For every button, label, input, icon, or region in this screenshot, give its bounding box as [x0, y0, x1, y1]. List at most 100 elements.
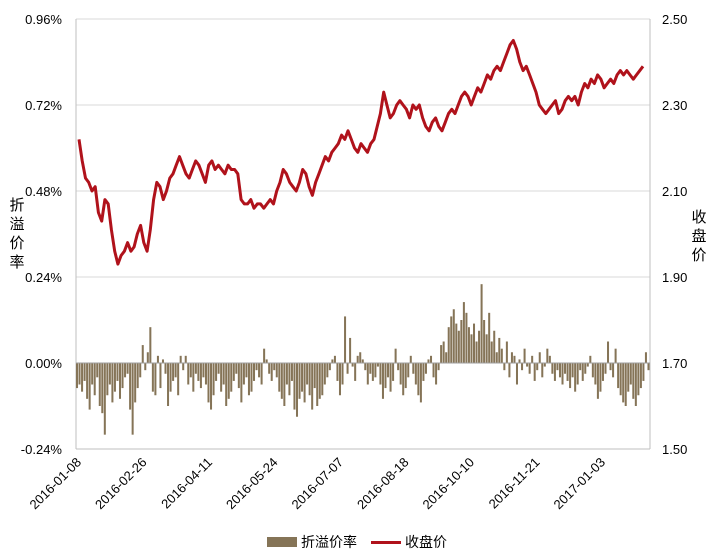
bar-premium [113, 363, 116, 392]
bar-premium [144, 363, 147, 371]
bar-premium [417, 363, 420, 396]
bar-premium [508, 363, 511, 378]
bar-premium [374, 363, 377, 378]
bar-premium [558, 363, 561, 378]
bar-premium [465, 312, 468, 363]
bar-premium [394, 348, 397, 363]
bar-premium [301, 363, 304, 392]
legend-item-premium: 折溢价率 [267, 532, 357, 552]
bar-premium [637, 363, 640, 396]
bar-premium [617, 363, 620, 389]
bar-premium [556, 363, 559, 371]
bar-premium [341, 363, 344, 385]
bar-premium [447, 327, 450, 363]
bar-premium [601, 363, 604, 381]
bar-premium [260, 363, 263, 385]
y-axis-right-title: 收盘价 [691, 208, 707, 264]
bar-premium [442, 341, 445, 363]
bar-premium [293, 363, 296, 410]
bar-premium [225, 363, 228, 406]
bar-premium [86, 363, 89, 399]
bar-premium [607, 341, 610, 363]
bar-premium [619, 363, 622, 396]
bar-premium [177, 363, 180, 396]
bar-premium [574, 363, 577, 392]
bar-premium [533, 363, 536, 381]
x-tick-label: 2016-01-08 [26, 455, 84, 513]
bar-premium [493, 330, 496, 363]
x-tick-label: 2016-05-24 [223, 455, 281, 513]
y-left-tick-label: 0.48% [25, 184, 62, 199]
bar-premium [321, 363, 324, 396]
bar-premium [546, 348, 549, 363]
bar-premium [169, 363, 172, 392]
bar-premium [632, 363, 635, 399]
bar-premium [515, 363, 518, 385]
bar-premium [591, 363, 594, 378]
bar-premium [644, 352, 647, 363]
bar-premium [445, 352, 448, 363]
bar-premium [331, 359, 334, 363]
bar-premium [478, 330, 481, 363]
bar-premium [298, 363, 301, 399]
bar-premium [589, 355, 592, 363]
bar-premium [354, 363, 357, 381]
bar-premium [523, 348, 526, 363]
bar-premium [462, 302, 465, 363]
line-close-price [77, 39, 645, 266]
bar-premium [313, 363, 316, 389]
bar-premium [106, 363, 109, 396]
bar-premium [285, 363, 288, 385]
bar-premium [564, 363, 567, 374]
bar-premium [258, 363, 261, 378]
bar-premium [361, 359, 364, 363]
y-axis-left-title: 折溢价率 [9, 196, 25, 271]
bar-premium [227, 363, 230, 399]
bar-premium [318, 363, 321, 399]
bar-premium [518, 359, 521, 363]
bar-premium [457, 330, 460, 363]
bar-premium [422, 363, 425, 381]
y-right-tick-label: 1.90 [662, 270, 687, 285]
bar-premium [247, 363, 250, 396]
bar-premium [419, 363, 422, 403]
bar-premium [242, 363, 245, 385]
bar-premium [387, 363, 390, 378]
bar-premium [159, 363, 162, 389]
bar-premium [202, 363, 205, 378]
bar-premium [490, 341, 493, 363]
x-tick-label: 2016-07-07 [288, 455, 346, 513]
y-left-tick-label: 0.72% [25, 98, 62, 113]
bar-premium [210, 363, 213, 410]
bar-premium [561, 363, 564, 385]
bar-premium [642, 363, 645, 381]
bar-premium [538, 352, 541, 363]
bar-premium [581, 363, 584, 381]
bar-premium [81, 363, 84, 392]
bar-premium [134, 363, 137, 403]
bar-premium [450, 316, 453, 363]
legend-label-premium: 折溢价率 [301, 535, 357, 551]
bar-premium [351, 363, 354, 367]
bar-premium [141, 345, 144, 363]
bar-premium [521, 363, 524, 371]
bar-premium [253, 363, 256, 381]
bar-premium [91, 363, 94, 385]
bar-premium [432, 363, 435, 378]
bar-premium [179, 355, 182, 363]
bar-premium [232, 363, 235, 381]
y-right-tick-label: 2.50 [662, 12, 687, 27]
bar-premium [199, 363, 202, 389]
bar-premium [513, 355, 516, 363]
bar-premium [118, 363, 122, 399]
bar-premium [192, 363, 195, 392]
bar-premium [596, 363, 599, 399]
bar-premium [427, 359, 430, 363]
bar-premium [295, 363, 299, 417]
bar-premium [440, 345, 443, 363]
bar-premium [584, 363, 587, 374]
bar-premium [612, 363, 615, 378]
bar-premium [126, 363, 129, 374]
bar-premium [566, 363, 569, 381]
